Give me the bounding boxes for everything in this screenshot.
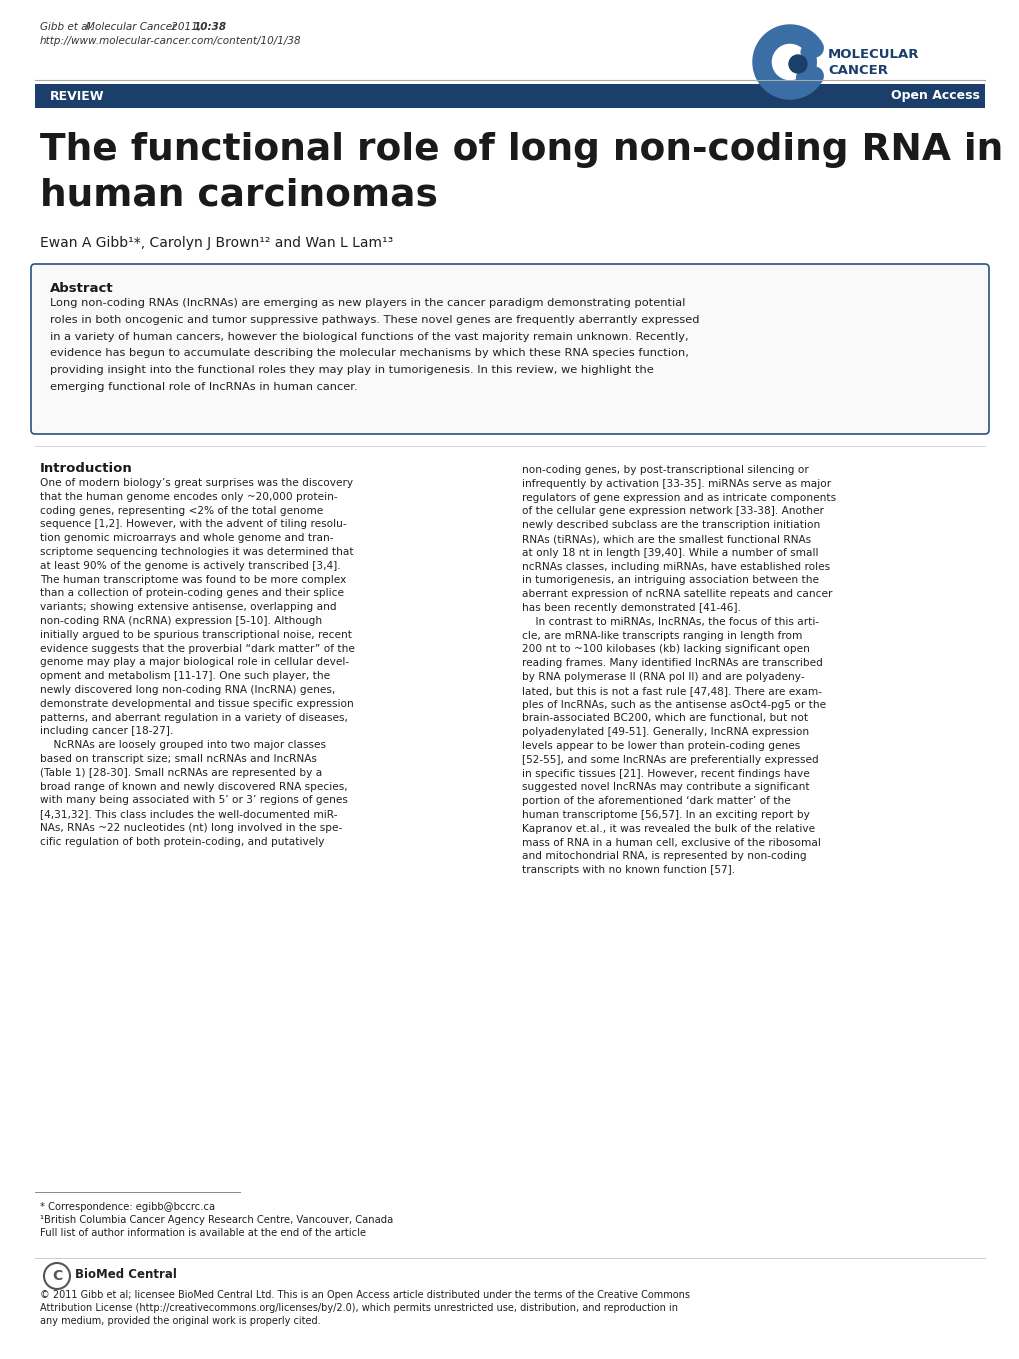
Text: including cancer [18-27].: including cancer [18-27]. xyxy=(40,727,173,737)
Text: non-coding RNA (ncRNA) expression [5-10]. Although: non-coding RNA (ncRNA) expression [5-10]… xyxy=(40,616,322,626)
Text: opment and metabolism [11-17]. One such player, the: opment and metabolism [11-17]. One such … xyxy=(40,671,330,681)
Text: that the human genome encodes only ~20,000 protein-: that the human genome encodes only ~20,0… xyxy=(40,492,337,501)
Text: http://www.molecular-cancer.com/content/10/1/38: http://www.molecular-cancer.com/content/… xyxy=(40,35,302,46)
Text: Introduction: Introduction xyxy=(40,462,132,476)
Text: has been recently demonstrated [41-46].: has been recently demonstrated [41-46]. xyxy=(522,603,740,613)
Text: The human transcriptome was found to be more complex: The human transcriptome was found to be … xyxy=(40,575,346,584)
Text: CANCER: CANCER xyxy=(827,64,888,77)
Text: human transcriptome [56,57]. In an exciting report by: human transcriptome [56,57]. In an excit… xyxy=(522,810,809,819)
Text: emerging functional role of lncRNAs in human cancer.: emerging functional role of lncRNAs in h… xyxy=(50,382,358,391)
Text: lated, but this is not a fast rule [47,48]. There are exam-: lated, but this is not a fast rule [47,4… xyxy=(522,686,821,696)
Text: [4,31,32]. This class includes the well-documented miR-: [4,31,32]. This class includes the well-… xyxy=(40,809,337,819)
Text: based on transcript size; small ncRNAs and lncRNAs: based on transcript size; small ncRNAs a… xyxy=(40,754,317,764)
Text: reading frames. Many identified lncRNAs are transcribed: reading frames. Many identified lncRNAs … xyxy=(522,658,822,669)
Text: variants; showing extensive antisense, overlapping and: variants; showing extensive antisense, o… xyxy=(40,602,336,612)
Text: patterns, and aberrant regulation in a variety of diseases,: patterns, and aberrant regulation in a v… xyxy=(40,712,347,723)
Text: ncRNAs classes, including miRNAs, have established roles: ncRNAs classes, including miRNAs, have e… xyxy=(522,561,829,572)
Text: at least 90% of the genome is actively transcribed [3,4].: at least 90% of the genome is actively t… xyxy=(40,561,340,571)
Text: demonstrate developmental and tissue specific expression: demonstrate developmental and tissue spe… xyxy=(40,699,354,709)
Text: 200 nt to ~100 kilobases (kb) lacking significant open: 200 nt to ~100 kilobases (kb) lacking si… xyxy=(522,644,809,655)
Text: Abstract: Abstract xyxy=(50,283,113,295)
Text: broad range of known and newly discovered RNA species,: broad range of known and newly discovere… xyxy=(40,781,347,791)
Text: newly discovered long non-coding RNA (lncRNA) genes,: newly discovered long non-coding RNA (ln… xyxy=(40,685,335,694)
Text: (Table 1) [28-30]. Small ncRNAs are represented by a: (Table 1) [28-30]. Small ncRNAs are repr… xyxy=(40,768,322,777)
Text: and mitochondrial RNA, is represented by non-coding: and mitochondrial RNA, is represented by… xyxy=(522,851,806,862)
Bar xyxy=(35,84,984,107)
Text: transcripts with no known function [57].: transcripts with no known function [57]. xyxy=(522,866,735,875)
Text: In contrast to miRNAs, lncRNAs, the focus of this arti-: In contrast to miRNAs, lncRNAs, the focu… xyxy=(522,617,818,626)
Text: cle, are mRNA-like transcripts ranging in length from: cle, are mRNA-like transcripts ranging i… xyxy=(522,631,802,640)
Text: tion genomic microarrays and whole genome and tran-: tion genomic microarrays and whole genom… xyxy=(40,533,333,544)
Text: aberrant expression of ncRNA satellite repeats and cancer: aberrant expression of ncRNA satellite r… xyxy=(522,590,832,599)
Text: brain-associated BC200, which are functional, but not: brain-associated BC200, which are functi… xyxy=(522,713,807,723)
Text: of the cellular gene expression network [33-38]. Another: of the cellular gene expression network … xyxy=(522,507,823,516)
Text: non-coding genes, by post-transcriptional silencing or: non-coding genes, by post-transcriptiona… xyxy=(522,465,808,476)
Text: * Correspondence: egibb@bccrc.ca: * Correspondence: egibb@bccrc.ca xyxy=(40,1201,215,1212)
Text: Ewan A Gibb¹*, Carolyn J Brown¹² and Wan L Lam¹³: Ewan A Gibb¹*, Carolyn J Brown¹² and Wan… xyxy=(40,236,393,250)
Text: with many being associated with 5’ or 3’ regions of genes: with many being associated with 5’ or 3’… xyxy=(40,795,347,806)
Text: MOLECULAR: MOLECULAR xyxy=(827,48,918,61)
Text: ples of lncRNAs, such as the antisense asOct4-pg5 or the: ples of lncRNAs, such as the antisense a… xyxy=(522,700,825,709)
Text: initially argued to be spurious transcriptional noise, recent: initially argued to be spurious transcri… xyxy=(40,629,352,640)
Text: in tumorigenesis, an intriguing association between the: in tumorigenesis, an intriguing associat… xyxy=(522,575,818,586)
Text: than a collection of protein-coding genes and their splice: than a collection of protein-coding gene… xyxy=(40,588,343,598)
Text: C: C xyxy=(52,1269,62,1283)
Text: The functional role of long non-coding RNA in: The functional role of long non-coding R… xyxy=(40,132,1003,169)
Text: Open Access: Open Access xyxy=(891,90,979,102)
Text: BioMed Central: BioMed Central xyxy=(75,1268,176,1282)
Text: sequence [1,2]. However, with the advent of tiling resolu-: sequence [1,2]. However, with the advent… xyxy=(40,519,346,530)
Text: regulators of gene expression and as intricate components: regulators of gene expression and as int… xyxy=(522,492,836,503)
Text: NcRNAs are loosely grouped into two major classes: NcRNAs are loosely grouped into two majo… xyxy=(40,741,326,750)
Text: levels appear to be lower than protein-coding genes: levels appear to be lower than protein-c… xyxy=(522,741,800,752)
Text: roles in both oncogenic and tumor suppressive pathways. These novel genes are fr: roles in both oncogenic and tumor suppre… xyxy=(50,315,699,325)
Text: evidence suggests that the proverbial “dark matter” of the: evidence suggests that the proverbial “d… xyxy=(40,644,355,654)
Text: Long non-coding RNAs (lncRNAs) are emerging as new players in the cancer paradig: Long non-coding RNAs (lncRNAs) are emerg… xyxy=(50,298,685,308)
Text: Attribution License (http://creativecommons.org/licenses/by/2.0), which permits : Attribution License (http://creativecomm… xyxy=(40,1303,678,1313)
Text: at only 18 nt in length [39,40]. While a number of small: at only 18 nt in length [39,40]. While a… xyxy=(522,548,817,557)
Text: any medium, provided the original work is properly cited.: any medium, provided the original work i… xyxy=(40,1316,320,1326)
Text: in specific tissues [21]. However, recent findings have: in specific tissues [21]. However, recen… xyxy=(522,769,809,779)
Text: suggested novel lncRNAs may contribute a significant: suggested novel lncRNAs may contribute a… xyxy=(522,783,809,792)
Text: [52-55], and some lncRNAs are preferentially expressed: [52-55], and some lncRNAs are preferenti… xyxy=(522,754,818,765)
Text: coding genes, representing <2% of the total genome: coding genes, representing <2% of the to… xyxy=(40,506,323,515)
Text: mass of RNA in a human cell, exclusive of the ribosomal: mass of RNA in a human cell, exclusive o… xyxy=(522,837,820,848)
Text: Kapranov et.al., it was revealed the bulk of the relative: Kapranov et.al., it was revealed the bul… xyxy=(522,824,814,834)
Text: One of modern biology’s great surprises was the discovery: One of modern biology’s great surprises … xyxy=(40,478,353,488)
Text: Gibb et al.: Gibb et al. xyxy=(40,22,97,33)
Text: Full list of author information is available at the end of the article: Full list of author information is avail… xyxy=(40,1229,366,1238)
Text: genome may play a major biological role in cellular devel-: genome may play a major biological role … xyxy=(40,658,348,667)
Text: © 2011 Gibb et al; licensee BioMed Central Ltd. This is an Open Access article d: © 2011 Gibb et al; licensee BioMed Centr… xyxy=(40,1290,689,1301)
Text: newly described subclass are the transcription initiation: newly described subclass are the transcr… xyxy=(522,520,819,530)
Circle shape xyxy=(789,54,806,73)
Text: providing insight into the functional roles they may play in tumorigenesis. In t: providing insight into the functional ro… xyxy=(50,366,653,375)
Text: portion of the aforementioned ‘dark matter’ of the: portion of the aforementioned ‘dark matt… xyxy=(522,796,790,806)
Text: evidence has begun to accumulate describing the molecular mechanisms by which th: evidence has begun to accumulate describ… xyxy=(50,348,688,359)
Text: cific regulation of both protein-coding, and putatively: cific regulation of both protein-coding,… xyxy=(40,837,324,847)
Text: 2011,: 2011, xyxy=(168,22,204,33)
Text: by RNA polymerase II (RNA pol II) and are polyadeny-: by RNA polymerase II (RNA pol II) and ar… xyxy=(522,671,804,682)
Text: polyadenylated [49-51]. Generally, lncRNA expression: polyadenylated [49-51]. Generally, lncRN… xyxy=(522,727,808,737)
FancyBboxPatch shape xyxy=(31,264,988,434)
Text: in a variety of human cancers, however the biological functions of the vast majo: in a variety of human cancers, however t… xyxy=(50,332,688,341)
Text: NAs, RNAs ~22 nucleotides (nt) long involved in the spe-: NAs, RNAs ~22 nucleotides (nt) long invo… xyxy=(40,824,342,833)
Text: scriptome sequencing technologies it was determined that: scriptome sequencing technologies it was… xyxy=(40,548,354,557)
Text: human carcinomas: human carcinomas xyxy=(40,178,437,213)
Text: 10:38: 10:38 xyxy=(194,22,227,33)
Text: RNAs (tiRNAs), which are the smallest functional RNAs: RNAs (tiRNAs), which are the smallest fu… xyxy=(522,534,810,544)
Text: infrequently by activation [33-35]. miRNAs serve as major: infrequently by activation [33-35]. miRN… xyxy=(522,478,830,489)
Text: REVIEW: REVIEW xyxy=(50,90,104,102)
Text: ¹British Columbia Cancer Agency Research Centre, Vancouver, Canada: ¹British Columbia Cancer Agency Research… xyxy=(40,1215,393,1224)
Text: Molecular Cancer: Molecular Cancer xyxy=(86,22,176,33)
